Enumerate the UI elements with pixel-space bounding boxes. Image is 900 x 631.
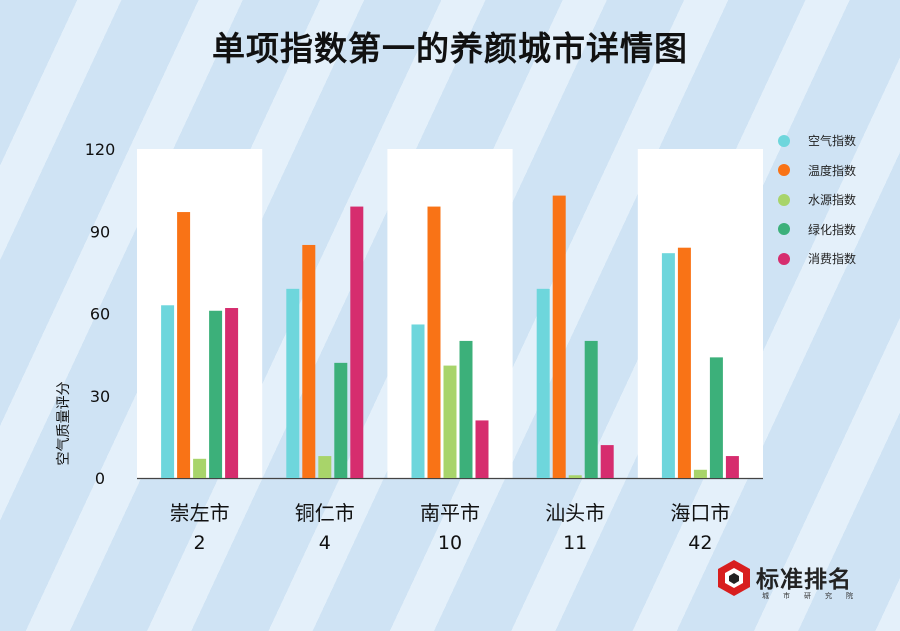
y-tick-label: 60 — [90, 305, 110, 324]
bar — [536, 288, 550, 478]
legend-item: 温度指数 — [778, 156, 856, 186]
bar — [568, 475, 582, 478]
bar — [350, 206, 364, 478]
legend-label: 水源指数 — [808, 193, 857, 208]
legend-swatch — [778, 252, 790, 265]
bar — [334, 362, 348, 478]
y-tick-label: 90 — [90, 222, 110, 241]
bar — [725, 456, 739, 478]
legend-label: 消费指数 — [808, 252, 857, 267]
legend-item: 绿化指数 — [778, 215, 856, 245]
bar — [677, 247, 691, 478]
legend-label: 空气指数 — [808, 134, 857, 149]
x-tick-label: 崇左市 — [170, 501, 230, 525]
bar — [161, 305, 175, 478]
rank-label: 2 — [194, 532, 206, 554]
x-tick-label: 海口市 — [670, 501, 730, 525]
legend-item: 消费指数 — [778, 244, 856, 274]
logo-icon — [718, 560, 750, 596]
x-tick-label: 铜仁市 — [295, 501, 355, 525]
x-tick-label: 汕头市 — [545, 501, 605, 525]
y-axis-label: 空气质量评分 — [56, 382, 72, 466]
rank-label: 4 — [319, 532, 331, 554]
chart-title: 单项指数第一的养颜城市详情图 — [212, 29, 688, 68]
legend-swatch — [778, 164, 790, 177]
logo-subtitle: 城市研究院 — [762, 592, 867, 600]
legend-item: 水源指数 — [778, 185, 856, 215]
bar — [286, 288, 300, 478]
bar — [411, 324, 425, 478]
rank-label: 42 — [688, 532, 712, 554]
bar — [443, 365, 457, 478]
brand-logo: 标准排名 城市研究院 — [716, 558, 876, 608]
bar — [661, 253, 675, 478]
bar — [302, 244, 316, 478]
bar — [584, 340, 598, 478]
category-highlight — [137, 149, 263, 478]
y-tick-label: 120 — [85, 140, 116, 159]
legend: 空气指数温度指数水源指数绿化指数消费指数 — [778, 126, 856, 274]
y-tick-label: 30 — [90, 387, 110, 406]
bar — [427, 206, 441, 478]
x-tick-label: 南平市 — [420, 501, 480, 525]
bar — [709, 357, 723, 478]
bar — [475, 420, 489, 478]
legend-item: 空气指数 — [778, 126, 856, 156]
logo-name: 标准排名 — [756, 567, 852, 593]
rank-label: 11 — [563, 532, 587, 554]
bar — [318, 456, 332, 478]
bar — [177, 212, 191, 478]
legend-label: 绿化指数 — [808, 222, 857, 237]
y-tick-label: 0 — [95, 469, 105, 488]
legend-swatch — [778, 134, 790, 147]
legend-swatch — [778, 193, 790, 206]
legend-swatch — [778, 223, 790, 236]
bar — [459, 340, 473, 478]
bar — [693, 469, 707, 478]
bar — [209, 310, 223, 478]
bar — [552, 195, 566, 478]
bar — [193, 458, 207, 478]
category-highlight — [637, 149, 763, 478]
rank-label: 10 — [438, 532, 462, 554]
bar — [225, 308, 239, 478]
bar — [600, 445, 614, 478]
legend-label: 温度指数 — [808, 163, 857, 178]
